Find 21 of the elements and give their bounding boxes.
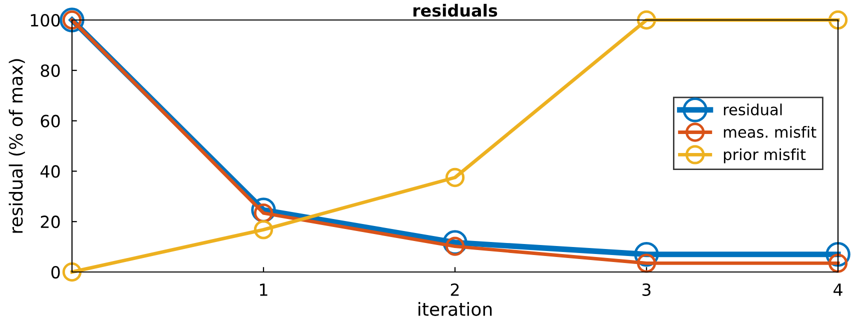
legend-label: meas. misfit bbox=[724, 126, 816, 138]
point bbox=[828, 10, 848, 30]
y-tick-label: 40 bbox=[40, 165, 60, 178]
y-tick-label: 20 bbox=[40, 216, 60, 228]
point bbox=[62, 262, 82, 282]
legend-label: prior misfit bbox=[724, 148, 806, 164]
x-tick-label: 4 bbox=[834, 284, 842, 296]
y-tick-label: 0 bbox=[51, 266, 60, 279]
x-axis-title: iteration bbox=[418, 302, 492, 316]
point bbox=[254, 220, 274, 240]
chart-title: residuals bbox=[413, 4, 498, 17]
legend-label: residual bbox=[724, 104, 782, 116]
y-tick-label: 60 bbox=[40, 114, 60, 128]
x-tick-label: 2 bbox=[450, 283, 459, 296]
y-tick-label: 100 bbox=[30, 14, 60, 27]
point bbox=[636, 10, 656, 30]
y-axis-title: residual (% of max) bbox=[8, 59, 25, 233]
x-tick-label: 3 bbox=[642, 283, 650, 296]
y-tick-label: 80 bbox=[40, 64, 60, 77]
point bbox=[445, 168, 465, 188]
x-tick-label: 1 bbox=[260, 284, 268, 296]
